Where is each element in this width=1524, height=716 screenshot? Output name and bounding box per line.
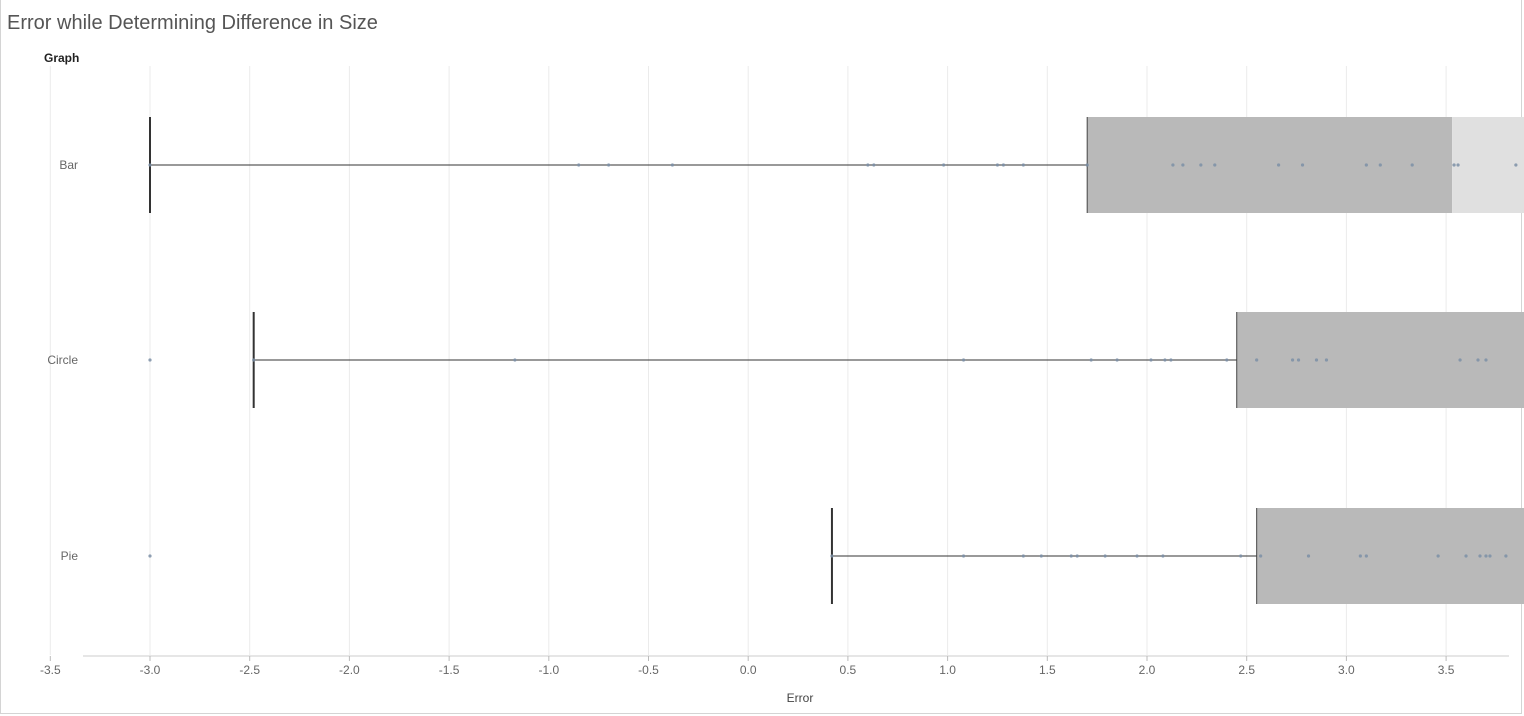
box-pie — [830, 508, 1524, 604]
tick-label: 3.5 — [1438, 663, 1455, 677]
data-point — [872, 163, 876, 167]
data-point — [1089, 358, 1093, 362]
data-point — [1314, 358, 1319, 362]
data-point — [1213, 163, 1217, 167]
tick-label: 1.0 — [939, 663, 956, 677]
data-point — [1452, 163, 1456, 167]
data-point — [1300, 163, 1305, 167]
data-point — [961, 554, 966, 558]
data-point — [1484, 554, 1488, 558]
tick-label: -0.5 — [638, 663, 659, 677]
data-point — [1161, 554, 1165, 558]
data-point — [1075, 554, 1079, 558]
data-point — [1239, 554, 1243, 558]
data-point — [1478, 554, 1482, 558]
data-point — [942, 163, 946, 167]
boxes — [149, 117, 1524, 604]
data-point — [961, 358, 966, 362]
data-point — [513, 358, 517, 362]
data-point — [1225, 358, 1229, 362]
data-point — [866, 163, 870, 167]
data-point — [995, 163, 1000, 167]
data-point — [1169, 358, 1173, 362]
data-point — [1476, 358, 1480, 362]
data-point — [1456, 163, 1460, 167]
data-point — [1001, 163, 1006, 167]
data-point — [1458, 358, 1462, 362]
row-header-graph: Graph — [44, 51, 80, 65]
lower-box — [1087, 117, 1453, 213]
category-label-bar: Bar — [59, 158, 78, 172]
tick-label: 3.0 — [1338, 663, 1355, 677]
data-point — [1296, 358, 1301, 362]
data-point — [577, 163, 581, 167]
box-bar — [149, 117, 1524, 213]
data-point — [1436, 554, 1440, 558]
data-point — [1410, 163, 1414, 167]
x-axis-title: Error — [787, 691, 814, 705]
data-point — [1103, 554, 1107, 558]
chart-title: Error while Determining Difference in Si… — [7, 12, 378, 34]
data-point — [1464, 554, 1468, 558]
tick-label: -2.5 — [239, 663, 260, 677]
upper-box — [1452, 117, 1524, 213]
data-point — [1290, 358, 1295, 362]
data-point — [1021, 163, 1025, 167]
data-point — [1149, 358, 1153, 362]
data-point — [148, 358, 152, 362]
data-point — [670, 163, 675, 167]
data-point — [1358, 554, 1362, 558]
data-point — [252, 358, 256, 362]
data-point — [1504, 554, 1508, 558]
box-circle — [252, 312, 1524, 408]
tick-label: -3.5 — [40, 663, 61, 677]
data-point — [1163, 358, 1167, 362]
data-point — [1324, 358, 1329, 362]
tick-label: 2.0 — [1139, 663, 1156, 677]
tick-label: 1.5 — [1039, 663, 1056, 677]
category-labels: Bar Circle Pie — [47, 158, 78, 563]
tick-label: 0.5 — [840, 663, 857, 677]
data-point — [1484, 358, 1488, 362]
data-point — [148, 163, 152, 167]
tick-label: 2.5 — [1238, 663, 1255, 677]
data-point — [607, 163, 611, 167]
data-point — [1255, 358, 1259, 362]
data-point — [1021, 554, 1025, 558]
data-point — [1277, 163, 1281, 167]
data-point — [1306, 554, 1311, 558]
data-point — [1085, 163, 1089, 167]
data-point — [148, 554, 152, 558]
tick-label: -3.0 — [140, 663, 161, 677]
tick-label: -2.0 — [339, 663, 360, 677]
data-point — [1378, 163, 1382, 167]
data-point — [1364, 554, 1368, 558]
lower-box — [1256, 508, 1524, 604]
data-point — [1364, 163, 1368, 167]
data-point — [1135, 554, 1139, 558]
data-point — [1514, 163, 1518, 167]
tick-label: -1.5 — [439, 663, 460, 677]
tick-label: -1.0 — [538, 663, 559, 677]
data-point — [1181, 163, 1185, 167]
category-label-circle: Circle — [47, 353, 78, 367]
lower-box — [1236, 312, 1524, 408]
data-point — [1069, 554, 1073, 558]
tick-label: 0.0 — [740, 663, 757, 677]
data-point — [1488, 554, 1492, 558]
data-points — [148, 163, 1518, 558]
data-point — [1171, 163, 1175, 167]
x-axis-ticks: -3.5 -3.0 -2.5 -2.0 -1.5 -1.0 -0.5 0.0 0.5 1.0 1.5… — [40, 656, 1455, 677]
data-point — [1199, 163, 1203, 167]
data-point — [1115, 358, 1119, 362]
data-point — [1259, 554, 1263, 558]
data-point — [1039, 554, 1043, 558]
category-label-pie: Pie — [61, 549, 79, 563]
data-point — [830, 554, 834, 558]
